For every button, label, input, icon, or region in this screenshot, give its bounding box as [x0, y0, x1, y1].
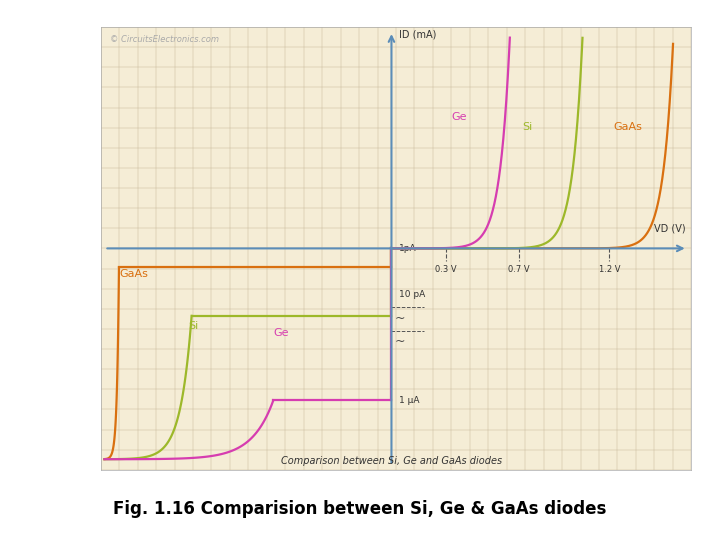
Text: ~: ~ [395, 312, 405, 325]
Text: VD (V): VD (V) [654, 224, 685, 234]
Text: 1.2 V: 1.2 V [599, 265, 620, 274]
Text: ~: ~ [395, 335, 405, 348]
Text: Comparison between Si, Ge and GaAs diodes: Comparison between Si, Ge and GaAs diode… [281, 456, 502, 465]
Text: 0.7 V: 0.7 V [508, 265, 529, 274]
Text: 0.3 V: 0.3 V [435, 265, 456, 274]
Text: Si: Si [188, 321, 198, 332]
Text: GaAs: GaAs [613, 123, 642, 132]
Text: 1 μA: 1 μA [399, 396, 419, 404]
Text: Si: Si [522, 123, 533, 132]
Text: Ge: Ge [274, 328, 289, 338]
Text: © CircuitsElectronics.com: © CircuitsElectronics.com [110, 36, 219, 44]
Text: 1pA: 1pA [399, 244, 416, 253]
Text: 10 pA: 10 pA [399, 291, 425, 299]
Text: Fig. 1.16 Comparision between Si, Ge & GaAs diodes: Fig. 1.16 Comparision between Si, Ge & G… [113, 501, 607, 518]
Text: ID (mA): ID (mA) [399, 29, 436, 39]
Text: GaAs: GaAs [119, 269, 148, 279]
Text: Ge: Ge [451, 112, 467, 122]
